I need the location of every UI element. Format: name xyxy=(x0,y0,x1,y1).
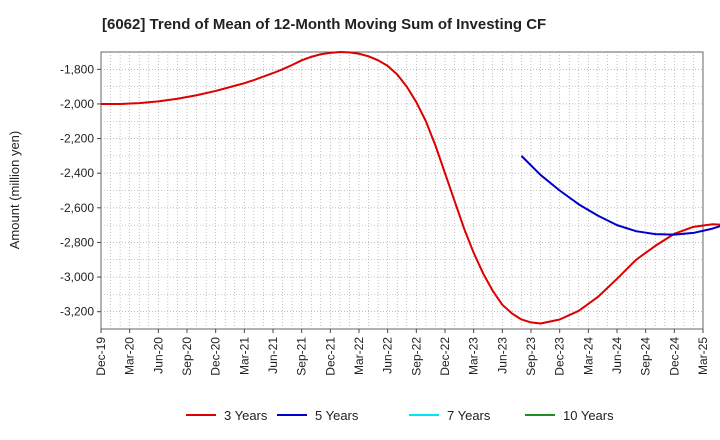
y-tick-label: -2,200 xyxy=(60,132,94,146)
y-axis-label: Amount (million yen) xyxy=(7,131,22,250)
legend-item: 3 Years xyxy=(186,408,268,423)
x-tick-label: Sep-21 xyxy=(295,337,309,376)
y-tick-label: -1,800 xyxy=(60,62,94,76)
x-axis: Dec-19 Mar-20 Jun-20 Sep-20 Dec-20 Mar-21 Jun-… xyxy=(94,329,710,376)
x-tick-label: Mar-20 xyxy=(123,337,137,375)
x-tick-label: Dec-24 xyxy=(667,337,681,376)
x-tick-label: Mar-25 xyxy=(696,337,710,375)
x-tick-label: Mar-21 xyxy=(237,337,251,375)
y-axis: -1,800 -2,000 -2,200 -2,400 -2,600 -2,800 -3,0… xyxy=(60,62,101,319)
x-tick-label: Jun-20 xyxy=(151,337,165,374)
y-tick-label: -3,000 xyxy=(60,270,94,284)
x-tick-label: Sep-24 xyxy=(639,337,653,376)
legend: 3 Years 5 Years 7 Years 10 Years xyxy=(186,408,614,423)
legend-label: 7 Years xyxy=(447,408,491,423)
legend-item: 7 Years xyxy=(409,408,491,423)
series-line-5-years xyxy=(520,155,720,236)
x-tick-label: Mar-24 xyxy=(581,337,595,375)
x-tick-label: Sep-20 xyxy=(180,337,194,376)
x-tick-label: Jun-24 xyxy=(610,337,624,374)
series-line-3-years xyxy=(101,51,720,325)
y-tick-label: -2,000 xyxy=(60,97,94,111)
legend-item: 5 Years xyxy=(277,408,359,423)
x-tick-label: Sep-23 xyxy=(524,337,538,376)
y-tick-label: -3,200 xyxy=(60,305,94,319)
x-tick-label: Dec-19 xyxy=(94,337,108,376)
legend-label: 3 Years xyxy=(224,408,268,423)
x-tick-label: Sep-22 xyxy=(409,337,423,376)
legend-item: 10 Years xyxy=(525,408,614,423)
x-tick-label: Dec-23 xyxy=(553,337,567,376)
x-tick-label: Mar-23 xyxy=(467,337,481,375)
x-tick-label: Mar-22 xyxy=(352,337,366,375)
x-tick-label: Dec-20 xyxy=(209,337,223,376)
grid xyxy=(101,52,703,329)
x-tick-label: Jun-23 xyxy=(495,337,509,374)
x-tick-label: Dec-21 xyxy=(323,337,337,376)
x-tick-label: Dec-22 xyxy=(438,337,452,376)
legend-label: 5 Years xyxy=(315,408,359,423)
x-tick-label: Jun-21 xyxy=(266,337,280,374)
x-tick-label: Jun-22 xyxy=(381,337,395,374)
y-tick-label: -2,400 xyxy=(60,166,94,180)
y-tick-label: -2,800 xyxy=(60,235,94,249)
chart-title: [6062] Trend of Mean of 12-Month Moving … xyxy=(102,16,546,33)
series-lines xyxy=(101,51,720,325)
y-tick-label: -2,600 xyxy=(60,201,94,215)
legend-label: 10 Years xyxy=(563,408,614,423)
